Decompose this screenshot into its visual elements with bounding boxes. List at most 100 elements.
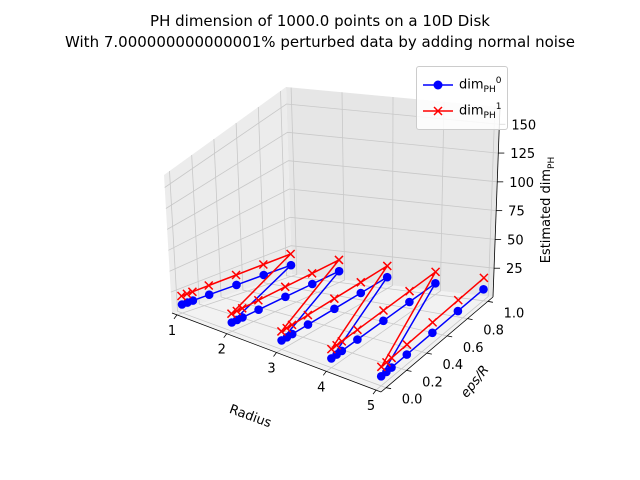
x-tick-label-4: 5 [367,399,375,414]
y-tick-1 [406,370,412,372]
series-1-point-7 [226,309,236,319]
series-1-point-33 [453,295,463,305]
grid-x-1 [226,92,346,335]
series-1-point-26 [405,286,415,296]
series-1-point-27 [431,267,441,277]
y-tick-5 [487,300,493,303]
x-tick-label-2: 3 [267,362,275,377]
series-0-point-18 [330,304,339,314]
series-1-point-12 [307,268,317,278]
series-1-point-24 [352,325,362,335]
series-1-point-18 [329,294,339,304]
x-tick-1 [223,333,228,338]
series-0-point-20 [382,272,392,282]
series-1-point-13 [334,255,344,265]
series-1-point-6 [286,249,296,259]
z-tick-label-3: 100 [509,176,534,191]
x-axis-label: Radius [227,402,273,431]
series-0-point-25 [379,316,388,326]
grid-z-4 [165,131,499,209]
y-tick-4 [467,318,473,320]
series-0-point-2 [188,296,198,305]
y-tick-label-1: 0.2 [422,375,443,390]
y-tick-0 [386,387,392,390]
y-tick-label-3: 0.6 [463,341,484,356]
series-1-point-20 [382,261,392,271]
y-axis-label: eps/R [458,363,492,401]
series-0-point-12 [308,279,317,289]
series-0-point-19 [356,288,366,298]
series-0-point-5 [259,270,269,280]
series-0-point-3 [204,290,214,300]
pane-left [164,87,292,313]
legend-swatch-series-0 [423,80,453,90]
series-1-point-0 [176,291,187,301]
grid-z-3 [167,160,498,230]
grid-y-3 [235,122,448,337]
y-tick-3 [447,335,453,338]
series-1-point-30 [387,353,397,363]
series-1-point-4 [231,270,241,280]
series-1-point-1 [182,289,192,299]
series-1-point-22 [332,340,342,350]
series-0-point-13 [334,266,344,276]
y-tick-label-2: 0.4 [442,358,463,373]
y-tick-label-0: 0.0 [402,393,423,408]
series-1-point-23 [337,336,347,346]
x-tick-label-1: 2 [218,343,226,358]
legend: dimPH0 dimPH1 [416,66,508,130]
z-tick-label-1: 50 [507,233,524,248]
series-1-point-8 [232,306,242,316]
series-0-point-11 [281,292,290,302]
series-0-point-32 [428,328,437,338]
y-tick-label-5: 1.0 [504,306,525,321]
series-0-point-4 [232,280,241,290]
grid-y-2 [213,138,427,354]
grid-z-1 [169,216,496,272]
legend-label-series-1: dimPH1 [459,102,502,121]
series-1-point-31 [402,340,412,350]
series-0-point-10 [254,305,263,315]
series-1-point-21 [326,344,336,354]
y-tick-label-4: 0.8 [483,324,504,339]
z-axis-label: Estimated dimPH [539,157,557,264]
y-tick-2 [426,352,432,355]
series-1-point-5 [258,259,268,270]
series-1-point-15 [282,323,292,333]
series-1-point-3 [204,280,214,291]
x-tick-2 [273,352,277,357]
series-1-point-34 [479,273,489,283]
z-tick-label-2: 75 [508,205,525,220]
grid-y-0 [169,170,387,389]
series-1-point-10 [253,295,263,305]
x-tick-label-3: 4 [317,380,325,395]
series-1-point-19 [356,277,366,287]
x-tick-label-0: 1 [168,324,176,339]
series-0-point-34 [479,285,488,294]
x-tick-3 [322,371,327,376]
series-0-point-33 [453,306,463,316]
series-1-point-11 [280,282,290,292]
x-tick-0 [173,314,178,320]
grid-z-0 [170,245,495,293]
z-tick-label-0: 25 [506,262,523,277]
z-tick-label-4: 125 [510,147,535,162]
y-axis-line [380,296,494,393]
grid-x-2 [276,96,394,353]
series-0-point-27 [431,279,440,288]
grid-y-5 [280,90,488,302]
series-1-point-17 [303,310,313,320]
x-tick-4 [372,389,377,395]
chart-title-line-1: PH dimension of 1000.0 points on a 10D D… [150,12,490,30]
chart-title-line-2: With 7.000000000000001% perturbed data b… [65,33,575,51]
legend-entry-series-0: dimPH0 [417,75,507,95]
series-1-point-32 [428,317,438,327]
series-0-point-31 [402,350,412,359]
series-1-point-16 [287,320,297,330]
grid-z-2 [168,188,497,251]
grid-x-4 [375,106,496,391]
z-axis-line [492,106,501,298]
grid-x-0 [176,87,298,316]
series-0-point-24 [353,335,362,344]
